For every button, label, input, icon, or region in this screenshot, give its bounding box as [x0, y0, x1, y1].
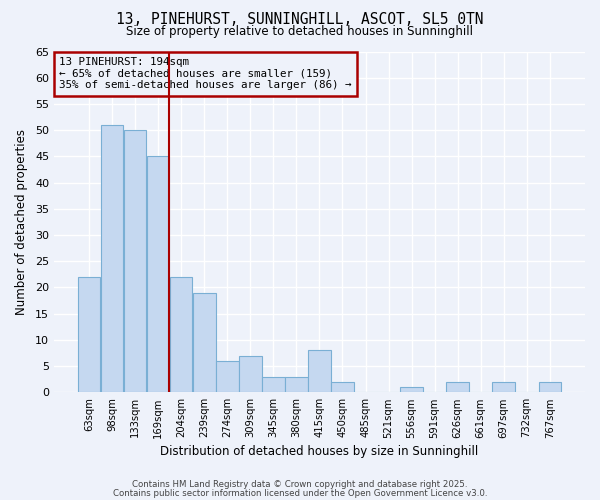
- Bar: [446, 382, 469, 392]
- Text: Contains HM Land Registry data © Crown copyright and database right 2025.: Contains HM Land Registry data © Crown c…: [132, 480, 468, 489]
- Bar: [331, 382, 353, 392]
- Y-axis label: Number of detached properties: Number of detached properties: [15, 129, 28, 315]
- Bar: [400, 387, 423, 392]
- Bar: [170, 277, 193, 392]
- X-axis label: Distribution of detached houses by size in Sunninghill: Distribution of detached houses by size …: [160, 444, 479, 458]
- Text: Contains public sector information licensed under the Open Government Licence v3: Contains public sector information licen…: [113, 488, 487, 498]
- Bar: [285, 376, 308, 392]
- Bar: [101, 125, 124, 392]
- Text: 13 PINEHURST: 194sqm
← 65% of detached houses are smaller (159)
35% of semi-deta: 13 PINEHURST: 194sqm ← 65% of detached h…: [59, 57, 352, 90]
- Bar: [216, 361, 239, 392]
- Bar: [493, 382, 515, 392]
- Text: 13, PINEHURST, SUNNINGHILL, ASCOT, SL5 0TN: 13, PINEHURST, SUNNINGHILL, ASCOT, SL5 0…: [116, 12, 484, 28]
- Bar: [78, 277, 100, 392]
- Bar: [124, 130, 146, 392]
- Bar: [539, 382, 561, 392]
- Bar: [308, 350, 331, 393]
- Bar: [147, 156, 169, 392]
- Bar: [262, 376, 284, 392]
- Bar: [239, 356, 262, 393]
- Bar: [193, 292, 215, 392]
- Text: Size of property relative to detached houses in Sunninghill: Size of property relative to detached ho…: [127, 25, 473, 38]
